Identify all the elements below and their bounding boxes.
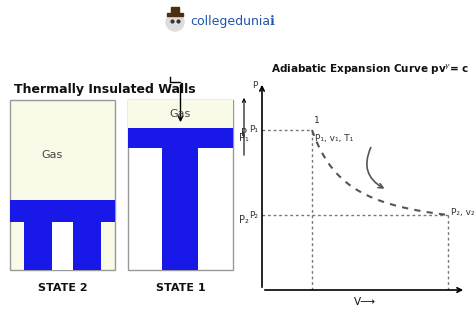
Bar [52, 222, 73, 270]
Bar [163, 148, 199, 270]
Text: STATE 2: STATE 2 [38, 283, 87, 293]
Bar [167, 13, 183, 16]
Text: Gas: Gas [41, 150, 63, 160]
Text: P: P [241, 128, 247, 138]
Text: STATE 1: STATE 1 [155, 283, 205, 293]
Text: P₁: P₁ [249, 126, 258, 134]
Circle shape [166, 13, 184, 31]
Text: P: P [253, 80, 258, 89]
Text: collegeduniaℹ: collegeduniaℹ [190, 15, 275, 28]
Bar [10, 200, 115, 222]
Text: 1: 1 [314, 116, 320, 125]
Text: Adiabatic Expansion Curve pv$^{\gamma}$= c: Adiabatic Expansion Curve pv$^{\gamma}$=… [271, 63, 469, 77]
Bar [24, 222, 52, 270]
Text: P₁: P₁ [239, 133, 249, 143]
Text: Thermally Insulated Walls: Thermally Insulated Walls [14, 83, 196, 96]
Bar [171, 7, 179, 13]
Bar [10, 100, 115, 270]
Text: Gas: Gas [170, 109, 191, 119]
Text: P₂: P₂ [249, 210, 258, 219]
Bar [73, 222, 101, 270]
Bar [128, 100, 233, 128]
FancyArrowPatch shape [367, 147, 383, 188]
Text: P₂, v₂, T₂: P₂, v₂, T₂ [451, 208, 474, 217]
Text: P₁, v₁, T₁: P₁, v₁, T₁ [315, 134, 353, 143]
Bar [128, 128, 233, 148]
Bar [128, 100, 233, 270]
Text: P₂: P₂ [239, 215, 249, 225]
Text: V⟶: V⟶ [354, 297, 376, 307]
